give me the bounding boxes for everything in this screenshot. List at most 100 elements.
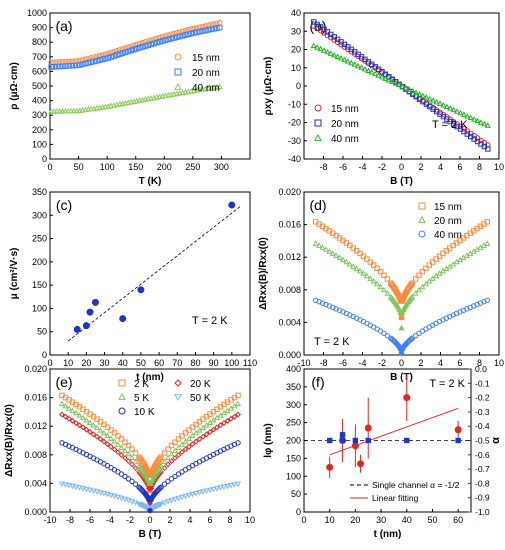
data-point [82, 322, 90, 330]
x-tick-label: 4 [187, 515, 192, 525]
y-tick-label: 0 [296, 81, 301, 91]
data-point [175, 444, 182, 450]
data-point [214, 424, 220, 431]
data-point [122, 455, 128, 461]
data-point [157, 462, 165, 469]
data-point [161, 450, 168, 456]
data-point [108, 427, 114, 433]
data-point [485, 146, 491, 152]
data-point [364, 424, 372, 432]
data-point [208, 26, 214, 33]
legend-label: 20 nm [434, 216, 462, 227]
data-point [419, 283, 426, 290]
data-point [454, 108, 461, 114]
data-point [397, 309, 404, 315]
data-point [406, 86, 413, 92]
data-point [460, 111, 467, 117]
data-point [165, 446, 171, 452]
legend-label: 50 K [190, 393, 211, 404]
data-point [224, 483, 231, 490]
plot-frame [49, 191, 251, 356]
y-tick-label: -30 [288, 136, 301, 146]
x-tick-label: -10 [297, 358, 310, 368]
x-tick-label: 0 [47, 358, 52, 368]
data-point [97, 490, 104, 496]
data-point [107, 492, 115, 499]
panel-a: 0 50 100 150 200 250 300 0 100 200 300 400 500 600 700… [9, 8, 251, 187]
x-tick-label: 90 [209, 358, 219, 368]
data-point [389, 78, 396, 85]
y-right-tick-label: -0.1 [475, 378, 490, 388]
data-point [168, 497, 175, 504]
data-point [385, 76, 392, 83]
data-point [228, 201, 236, 209]
data-point [186, 427, 192, 433]
x-tick-label: -8 [66, 515, 74, 525]
panel-letter: (f) [311, 374, 324, 390]
data-point [450, 106, 457, 113]
data-point [344, 58, 351, 64]
y-tick-label: 50 [291, 489, 301, 499]
data-point [118, 452, 125, 458]
legend-label: 20 nm [192, 68, 220, 79]
y-tick-label: 0 [296, 507, 301, 517]
x-tick-label: 10 [63, 358, 73, 368]
data-point [148, 41, 154, 48]
x-tick-label: 8 [227, 515, 232, 525]
y-tick-label: 300 [32, 210, 47, 220]
data-point [111, 493, 118, 500]
data-point [56, 63, 63, 70]
legend-label: 40 nm [331, 134, 359, 145]
data-point [484, 219, 491, 225]
legend-marker [118, 379, 126, 387]
legend-marker [118, 407, 126, 415]
y-tick-label: 0.004 [278, 317, 301, 327]
alpha-point [339, 437, 346, 444]
data-point [119, 50, 126, 57]
data-point [142, 43, 149, 49]
data-point [399, 83, 406, 89]
data-point [409, 335, 415, 341]
data-point [398, 314, 405, 321]
data-point [388, 280, 394, 286]
data-point [457, 109, 464, 116]
y-tick-label: 250 [32, 234, 47, 244]
data-point [131, 46, 137, 53]
data-point [471, 116, 478, 122]
y-right-tick-label: -0.5 [475, 436, 490, 446]
x-tick-label: 30 [376, 515, 386, 525]
data-point [105, 55, 112, 61]
y-tick-label: -40 [288, 154, 301, 164]
x-tick-label: 0 [147, 515, 152, 525]
data-point [387, 293, 394, 300]
y-tick-label: 0 [42, 350, 47, 360]
data-point [178, 494, 186, 501]
data-point [129, 446, 135, 452]
data-point [203, 421, 210, 428]
data-point [119, 315, 127, 323]
data-point [151, 40, 157, 47]
data-point [99, 56, 106, 63]
annotation: T = 2 K [429, 378, 465, 390]
data-point [91, 58, 97, 65]
y-tick-label: 1000 [27, 8, 47, 18]
data-point [111, 438, 118, 444]
x-tick-label: -4 [358, 358, 366, 368]
legend-label: Linear fitting [372, 493, 419, 503]
data-point [74, 62, 80, 69]
data-point [114, 494, 122, 501]
legend-marker [418, 202, 426, 210]
x-tick-label: -8 [319, 162, 327, 172]
y-axis-label: μ (cm²/V·s) [9, 248, 20, 300]
data-point [423, 94, 430, 100]
data-point [72, 484, 80, 491]
data-point [157, 501, 165, 508]
data-point [426, 278, 433, 284]
y-tick-label: 0.020 [24, 364, 47, 374]
x-tick-label: 50 [136, 358, 146, 368]
data-point [129, 478, 135, 485]
x-tick-label: 2 [418, 162, 423, 172]
x-tick-label: 2 [167, 515, 172, 525]
data-point [164, 499, 172, 505]
x-axis-label: t (nm) [374, 529, 402, 540]
